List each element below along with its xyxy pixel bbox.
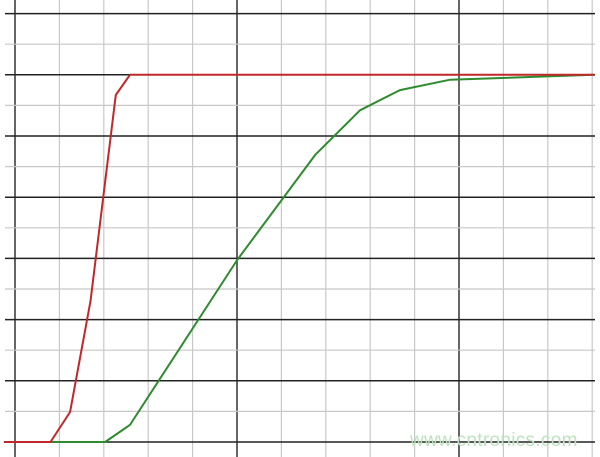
series-line-1 (3, 73, 595, 443)
series-line-0 (3, 73, 595, 443)
watermark: www.cntronics.com (410, 430, 578, 451)
